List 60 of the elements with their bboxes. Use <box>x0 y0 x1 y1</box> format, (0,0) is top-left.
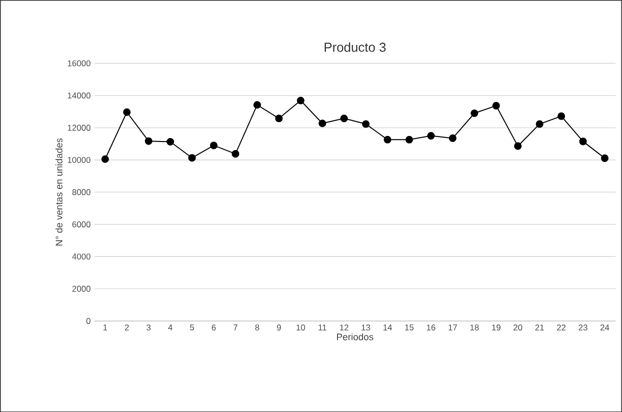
x-tick-label: 12 <box>340 324 348 330</box>
x-tick-label: 1 <box>103 324 108 330</box>
x-tick-label: 9 <box>276 324 281 330</box>
x-tick-label: 16 <box>426 324 436 330</box>
point <box>318 119 326 128</box>
point <box>514 142 522 150</box>
point <box>144 137 152 145</box>
x-tick-label: 10 <box>296 324 306 330</box>
point <box>448 134 456 142</box>
point <box>362 120 370 128</box>
x-axis-title: Periodos <box>337 333 374 340</box>
point <box>600 154 609 162</box>
point <box>210 142 218 150</box>
point <box>558 112 566 120</box>
y-tick-label: 6000 <box>72 221 90 228</box>
y-tick-label: 8000 <box>72 189 90 196</box>
point <box>253 100 261 109</box>
point <box>579 138 587 146</box>
point <box>275 114 283 122</box>
x-tick-label: 19 <box>492 324 500 330</box>
point <box>296 96 304 104</box>
x-tick-label: 4 <box>168 324 172 330</box>
point <box>101 155 109 163</box>
point <box>492 102 500 110</box>
point <box>427 132 435 140</box>
point <box>166 138 174 146</box>
y-tick-label: 2000 <box>72 286 90 292</box>
x-tick-label: 24 <box>600 324 610 330</box>
point <box>188 154 196 162</box>
y-tick-label: 10000 <box>68 156 90 163</box>
point <box>232 150 240 158</box>
x-tick-label: 18 <box>470 324 479 330</box>
y-tick-label: 12000 <box>68 124 90 131</box>
point <box>405 136 414 144</box>
x-tick-label: 7 <box>234 324 238 330</box>
x-tick-label: 5 <box>190 324 194 330</box>
y-axis-title: N° de ventas en unidades <box>55 138 62 246</box>
x-tick-label: 15 <box>405 324 414 330</box>
x-tick-label: 11 <box>318 324 326 330</box>
x-tick-label: 8 <box>255 324 260 330</box>
x-tick-label: 21 <box>535 324 544 330</box>
x-tick-label: 17 <box>448 324 457 330</box>
point <box>340 114 348 122</box>
point <box>384 136 392 144</box>
y-tick-label: 4000 <box>72 253 90 260</box>
point <box>123 108 131 116</box>
x-tick-label: 20 <box>514 324 522 330</box>
x-tick-label: 22 <box>557 324 566 330</box>
point <box>470 109 478 117</box>
x-tick-label: 2 <box>124 324 129 330</box>
point <box>536 120 544 128</box>
x-tick-label: 3 <box>146 324 151 330</box>
x-tick-label: 14 <box>383 324 392 330</box>
y-tick-label: 14000 <box>68 92 90 98</box>
x-tick-label: 23 <box>578 324 588 330</box>
y-tick-label: 0 <box>86 318 90 324</box>
chart-title: Producto 3 <box>324 42 386 52</box>
x-tick-label: 6 <box>212 324 216 330</box>
x-tick-label: 13 <box>362 324 370 330</box>
y-tick-label: 16000 <box>68 60 90 66</box>
